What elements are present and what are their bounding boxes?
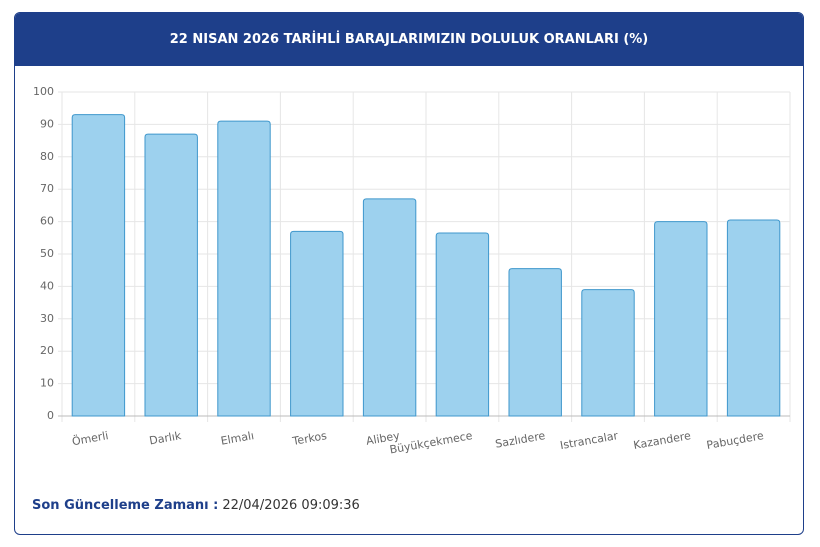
- x-tick-label: Sazlıdere: [494, 429, 546, 451]
- bar: [71, 114, 126, 417]
- bar: [217, 120, 271, 417]
- x-tick-label: Büyükçekmece: [389, 429, 474, 456]
- bar: [581, 289, 635, 417]
- footer: Son Güncelleme Zamanı :22/04/2026 09:09:…: [32, 498, 360, 513]
- y-tick-label: 50: [40, 247, 54, 260]
- y-tick-label: 20: [40, 344, 54, 357]
- bar: [362, 198, 417, 417]
- card: 22 NISAN 2026 TARİHLİ BARAJLARIMIZIN DOL…: [14, 12, 804, 535]
- y-tick-label: 70: [40, 182, 54, 195]
- y-tick-label: 60: [40, 215, 54, 228]
- x-tick-label: Terkos: [291, 429, 329, 448]
- x-tick-label: Ömerli: [71, 429, 109, 448]
- y-tick-label: 10: [40, 377, 54, 390]
- x-tick-label: Alibey: [365, 429, 401, 448]
- y-tick-label: 40: [40, 279, 54, 292]
- y-tick-label: 0: [47, 409, 54, 422]
- footer-value: 22/04/2026 09:09:36: [222, 498, 360, 513]
- bar: [654, 221, 708, 417]
- x-tick-label: Istrancalar: [559, 429, 619, 452]
- x-tick-label: Darlık: [148, 429, 183, 448]
- y-tick-label: 30: [40, 312, 54, 325]
- bar: [435, 232, 490, 417]
- y-tick-label: 80: [40, 150, 54, 163]
- x-tick-label: Elmalı: [220, 429, 255, 448]
- header: 22 NISAN 2026 TARİHLİ BARAJLARIMIZIN DOL…: [15, 13, 803, 66]
- y-tick-label: 100: [33, 85, 54, 98]
- bar: [508, 268, 562, 417]
- bar: [144, 133, 198, 417]
- y-tick-label: 90: [40, 117, 54, 130]
- x-tick-label: Kazandere: [632, 429, 692, 452]
- chart-title: 22 NISAN 2026 TARİHLİ BARAJLARIMIZIN DOL…: [169, 32, 649, 47]
- bar: [726, 219, 781, 417]
- x-tick-label: Pabuçdere: [706, 429, 765, 452]
- footer-label: Son Güncelleme Zamanı :: [32, 498, 219, 513]
- bar: [290, 230, 344, 417]
